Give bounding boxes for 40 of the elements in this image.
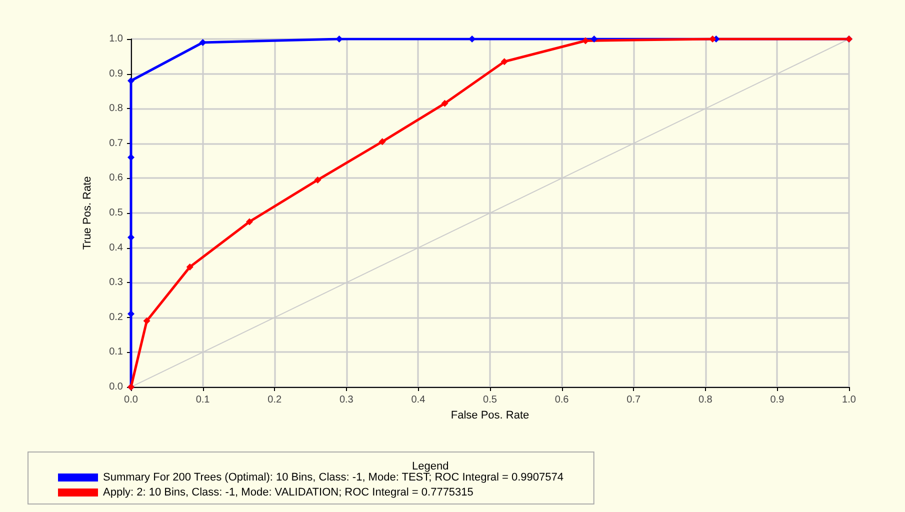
y-tick-label: 0.3 (109, 277, 124, 288)
y-tick-label: 0.6 (109, 172, 124, 184)
x-tick-label: 0.1 (196, 394, 210, 406)
point (199, 38, 206, 46)
point (441, 100, 448, 107)
x-tick-label: 0.3 (339, 394, 354, 406)
x-tick-label: 0.0 (124, 394, 138, 406)
x-tick-label: 0.4 (411, 394, 426, 406)
y-tick-label: 0.2 (109, 312, 124, 323)
point (582, 37, 589, 44)
point (246, 218, 253, 226)
legend-label: Summary For 200 Trees (Optimal): 10 Bins, Class: -1, Mode: TEST; ROC Integral = 0.9907574 (103, 472, 564, 484)
point (709, 36, 716, 42)
legend-title: Legend (412, 460, 449, 472)
x-tick-label: 0.7 (626, 394, 641, 406)
x-tick-label: 0.5 (483, 394, 498, 406)
y-tick-label: 0.8 (109, 103, 124, 114)
point (128, 77, 134, 84)
y-tick-label: 0.5 (109, 208, 124, 218)
point (143, 317, 150, 324)
x-tick-label: 0.6 (554, 394, 570, 406)
legend-label: Apply: 2: 10 Bins, Class: -1, Mode: VALIDATION; ROC Integral = 0.7775315 (103, 486, 474, 498)
x-tick-label: 0.8 (698, 394, 713, 406)
point (336, 36, 343, 42)
x-axis-title: False Pos. Rate (450, 409, 530, 422)
x-tick-label: 0.2 (268, 394, 282, 406)
point (590, 36, 598, 42)
y-tick-label: 0.1 (109, 346, 124, 358)
x-tick-label: 0.9 (770, 394, 785, 406)
point (378, 138, 386, 146)
point (314, 176, 322, 184)
y-axis-title: True Pos. Rate (82, 176, 94, 250)
y-tick-label: 0.0 (109, 382, 124, 392)
x-tick-label: 1.0 (842, 394, 856, 406)
y-tick-label: 0.4 (109, 242, 124, 254)
point (500, 58, 508, 66)
y-tick-label: 0.9 (109, 68, 124, 80)
y-tick-label: 1.0 (109, 34, 124, 44)
y-tick-label: 0.7 (109, 138, 124, 149)
point (186, 263, 194, 270)
